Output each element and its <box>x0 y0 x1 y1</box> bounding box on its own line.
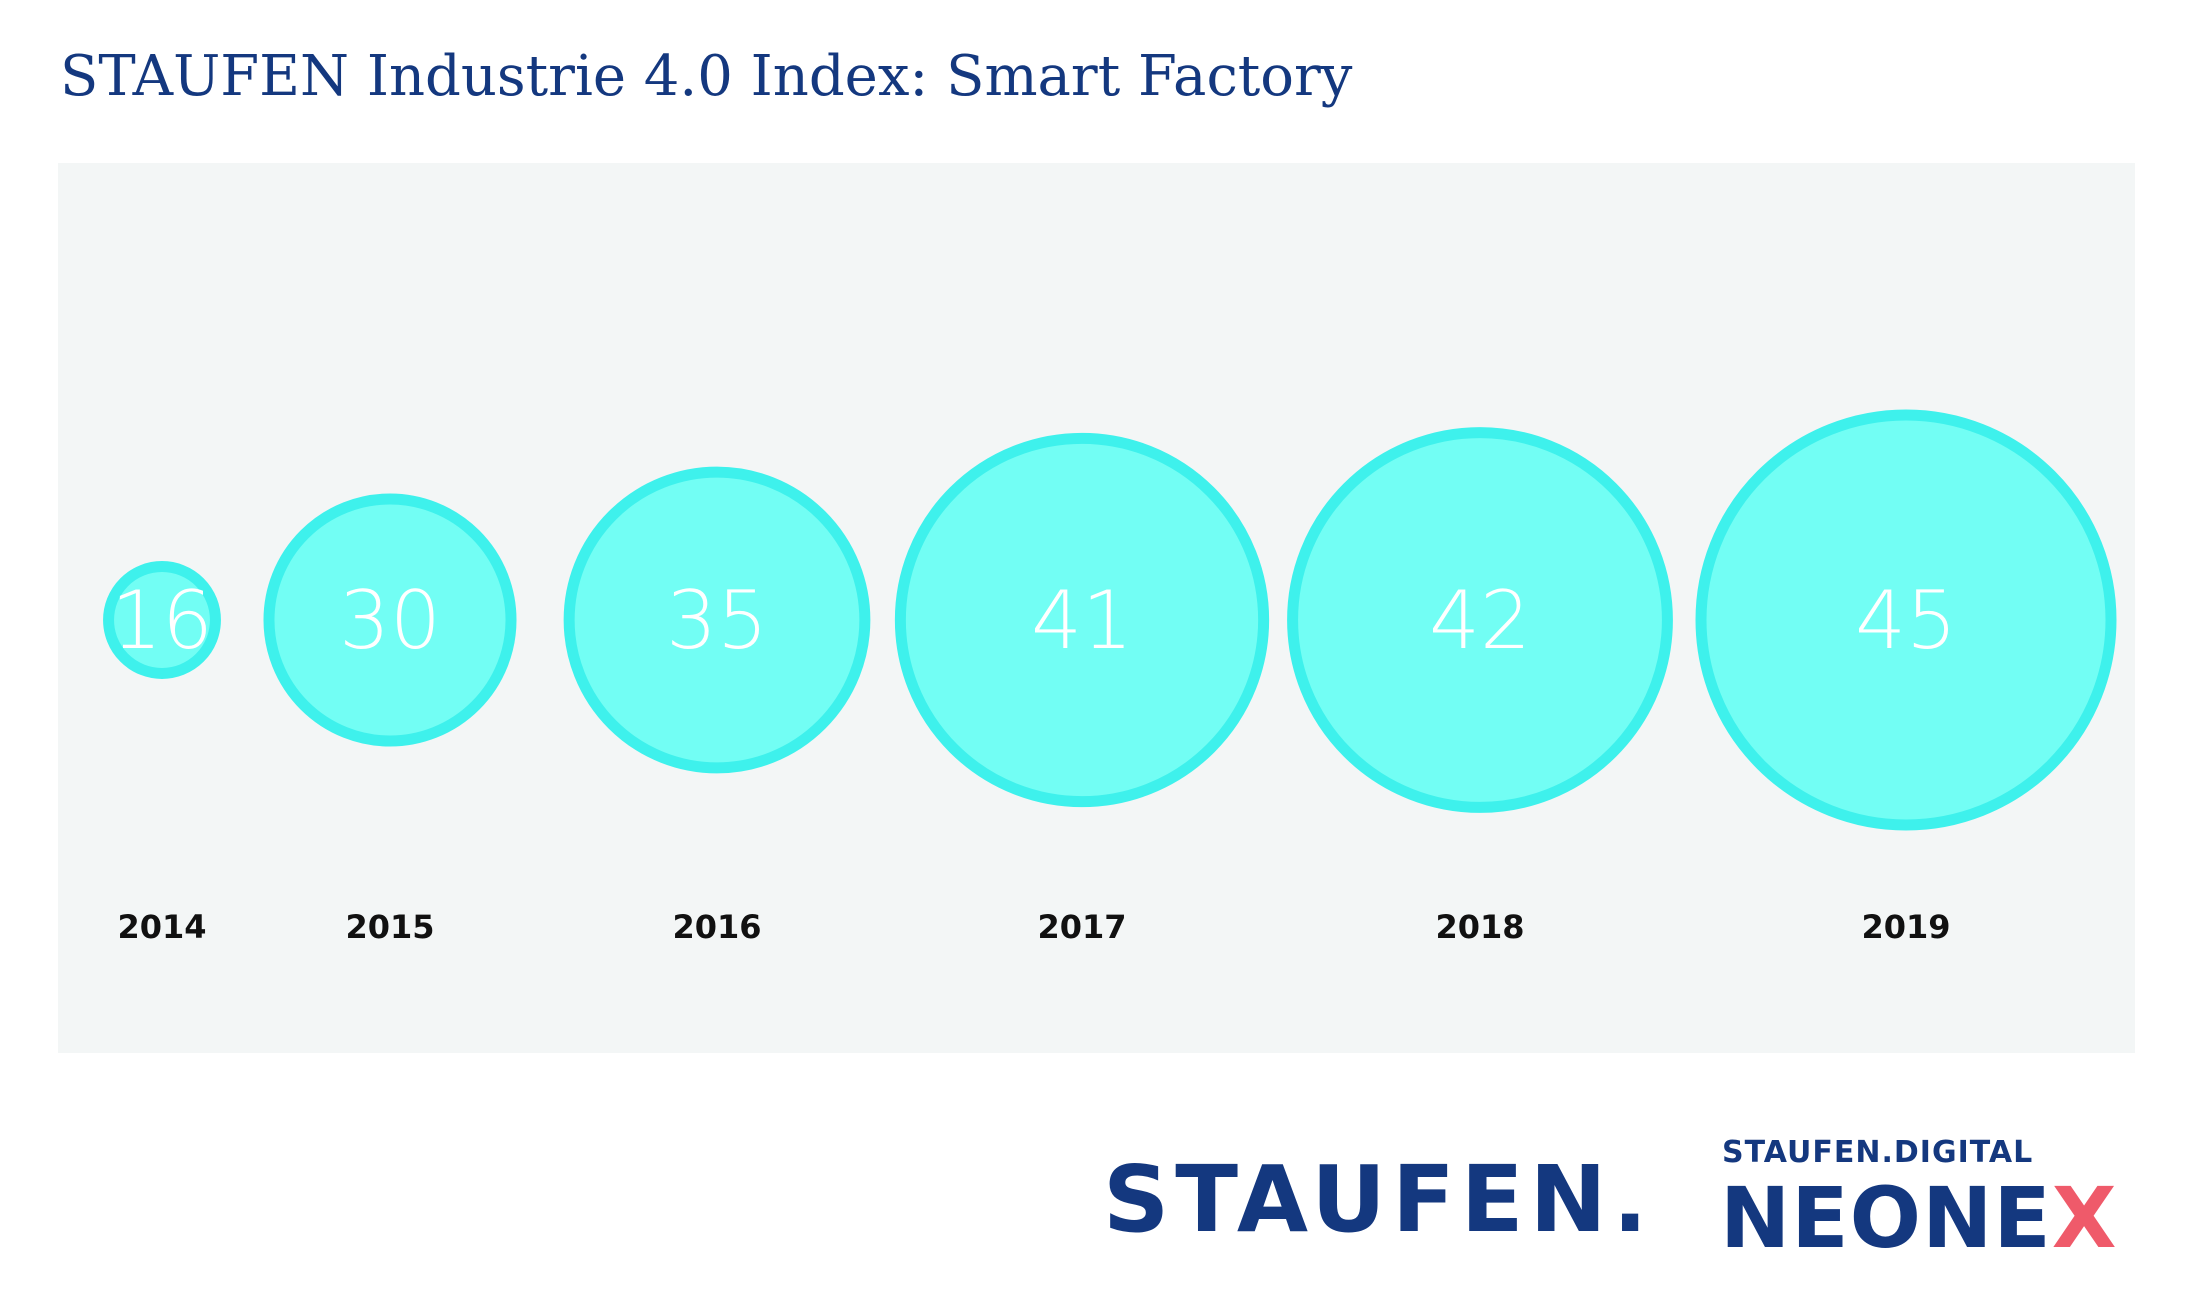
bubble-value-label: 16 <box>111 574 213 667</box>
staufen-digital-label: STAUFEN.DIGITAL <box>1722 1135 2034 1170</box>
bubble-group: 42 2018 <box>1287 427 1673 946</box>
bubble-group: 35 2016 <box>563 466 871 946</box>
bubble-2014 <box>103 561 221 679</box>
bubble-value-label: 41 <box>1031 574 1133 667</box>
bubble-value-label: 42 <box>1429 574 1531 667</box>
bubble-group: 30 2015 <box>263 493 517 946</box>
bubble-group: 16 2014 <box>103 561 221 946</box>
year-label: 2019 <box>1861 908 1950 946</box>
bubble-group: 41 2017 <box>894 432 1270 946</box>
neonex-logo: NEONEX <box>1720 1176 2118 1260</box>
chart-panel: 16 2014 30 2015 35 2016 41 2017 42 2018 45 2019 <box>58 163 2135 1053</box>
year-label: 2015 <box>345 908 434 946</box>
bubble-value-label: 45 <box>1855 574 1957 667</box>
year-label: 2016 <box>672 908 761 946</box>
bubble-2019 <box>1695 409 2117 831</box>
year-label: 2018 <box>1435 908 1524 946</box>
staufen-logo: STAUFEN. <box>1103 1146 1654 1253</box>
bubble-2018 <box>1287 427 1673 813</box>
bubble-group: 45 2019 <box>1695 409 2117 946</box>
bubble-2015 <box>263 493 517 747</box>
year-label: 2014 <box>117 908 206 946</box>
bubble-chart: 16 2014 30 2015 35 2016 41 2017 42 2018 45 2019 <box>103 409 2117 946</box>
bubble-2016 <box>563 466 871 774</box>
bubble-2017 <box>894 432 1270 808</box>
bubble-value-label: 35 <box>666 574 768 667</box>
neonex-logo-main: NEONE <box>1720 1169 2052 1267</box>
bubble-value-label: 30 <box>339 574 441 667</box>
neonex-logo-accent: X <box>2051 1169 2118 1267</box>
chart-title: STAUFEN Industrie 4.0 Index: Smart Facto… <box>60 44 1353 109</box>
year-label: 2017 <box>1037 908 1126 946</box>
